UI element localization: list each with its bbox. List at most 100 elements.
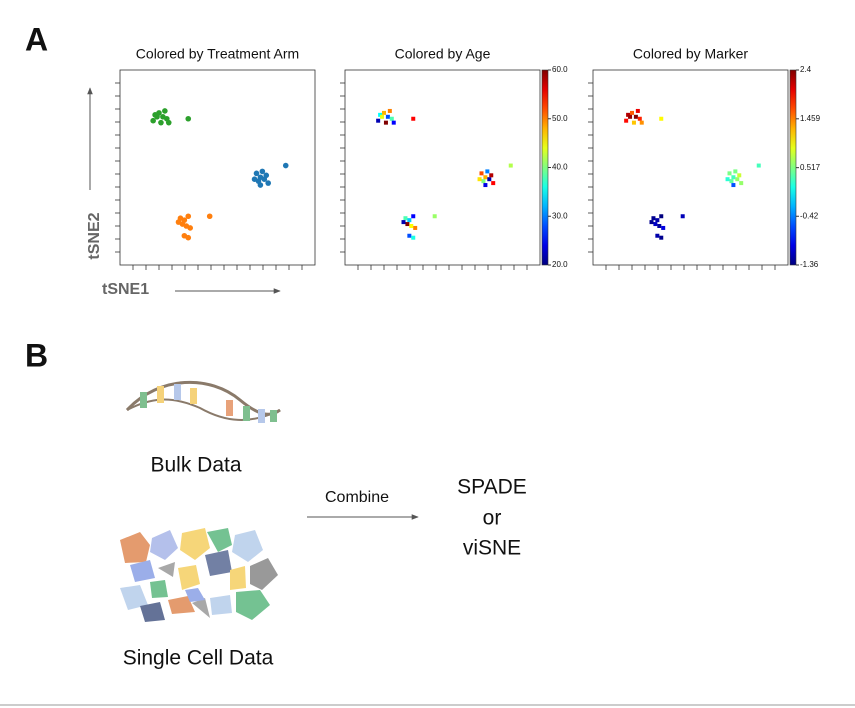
point (389, 116, 394, 121)
point (635, 108, 640, 113)
chart-title: Colored by Age (395, 46, 491, 62)
bulk-label: Bulk Data (150, 454, 241, 477)
point (391, 120, 396, 125)
point (253, 170, 260, 177)
point (409, 224, 414, 228)
point (185, 234, 192, 241)
colorbar-tick-label: 30.0 (552, 211, 568, 220)
colorbar (541, 69, 549, 266)
point (259, 168, 266, 175)
point (165, 119, 172, 126)
chart-title: Colored by Treatment Arm (136, 46, 299, 62)
point (411, 235, 416, 240)
point (162, 108, 168, 114)
point (263, 172, 270, 179)
point (657, 224, 662, 228)
point (680, 214, 685, 219)
point (731, 175, 736, 180)
point (729, 179, 734, 184)
point (508, 163, 513, 168)
point (485, 169, 490, 174)
point (649, 220, 654, 225)
y-axis-label: tSNE2 (86, 212, 103, 259)
panel-label: B (25, 337, 48, 373)
plot-frame (119, 69, 316, 266)
colorbar-tick-label: 0.517 (800, 163, 821, 172)
point (481, 179, 486, 184)
cells-icon (120, 528, 278, 622)
point (185, 115, 192, 122)
point (405, 222, 410, 227)
point (739, 181, 744, 186)
point (659, 116, 664, 121)
point (628, 114, 633, 119)
point (661, 225, 666, 230)
point (477, 177, 482, 182)
plot-frame (592, 69, 789, 266)
point (655, 233, 660, 238)
colorbar-tick-label: -0.42 (800, 211, 819, 220)
point (631, 120, 636, 125)
point (651, 216, 656, 221)
point (413, 225, 418, 230)
chart-title: Colored by Marker (633, 46, 748, 62)
point (187, 225, 193, 231)
point (487, 177, 492, 182)
point (491, 181, 496, 186)
point (633, 114, 638, 119)
panel-label: A (25, 21, 48, 57)
point (380, 114, 385, 119)
result-label: viSNE (463, 537, 521, 560)
point (382, 110, 386, 115)
point (659, 235, 664, 240)
point (411, 214, 416, 219)
point (206, 213, 213, 220)
point (385, 114, 390, 119)
point (733, 169, 738, 174)
point (282, 162, 289, 169)
colorbar-tick-label: 2.4 (800, 65, 812, 74)
point (383, 120, 388, 125)
result-label: or (483, 507, 502, 530)
point (376, 118, 381, 123)
single-cell-label: Single Cell Data (123, 647, 274, 670)
colorbar-tick-label: -1.36 (800, 260, 819, 269)
colorbar-tick-label: 50.0 (552, 114, 568, 123)
point (637, 116, 642, 121)
point (639, 120, 644, 125)
colorbar (789, 69, 797, 266)
result-label: SPADE (457, 476, 527, 499)
point (735, 177, 740, 182)
point (158, 119, 164, 126)
point (175, 219, 182, 225)
colorbar-tick-label: 60.0 (552, 65, 568, 74)
point (251, 176, 258, 182)
colorbar-tick-label: 1.459 (800, 114, 821, 123)
x-axis-label: tSNE1 (102, 281, 149, 298)
point (411, 116, 416, 121)
point (756, 163, 761, 168)
point (630, 110, 634, 115)
colorbar-tick-label: 40.0 (552, 163, 568, 172)
point (655, 218, 660, 223)
point (483, 175, 488, 180)
point (483, 183, 488, 188)
point (479, 171, 484, 176)
point (387, 108, 392, 113)
point (725, 177, 730, 182)
point (727, 171, 732, 176)
arrow-label: Combine (325, 489, 389, 506)
point (407, 218, 412, 223)
point (624, 118, 629, 123)
point (653, 222, 658, 227)
point (659, 214, 664, 219)
point (432, 214, 437, 219)
point (265, 180, 272, 186)
plot-frame (344, 69, 541, 266)
point (150, 117, 156, 124)
point (489, 173, 494, 178)
colorbar-tick-label: 20.0 (552, 260, 568, 269)
point (401, 220, 406, 225)
point (185, 213, 192, 220)
